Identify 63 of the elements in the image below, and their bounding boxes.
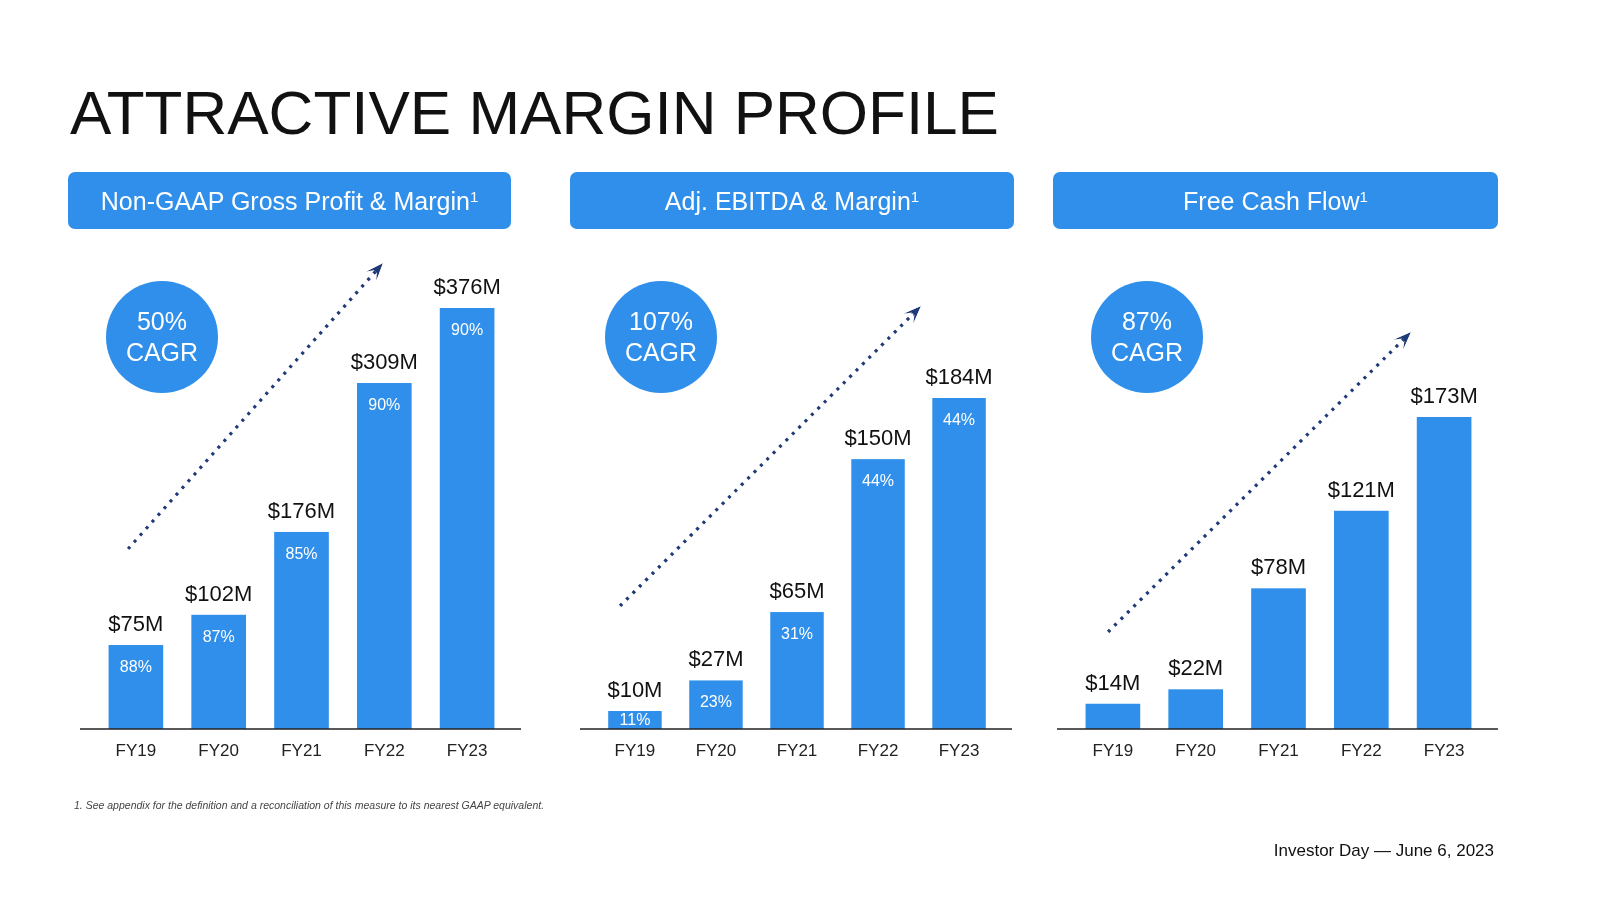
x-tick-label: FY23 <box>446 741 488 760</box>
annotation: 44% <box>862 472 895 490</box>
data-label: $184M <box>925 364 993 389</box>
text: 1. See appendix for the definition and a reconciliation of this measure to its nearest GAAP equivalent. <box>74 799 545 811</box>
data-label: $78M <box>1250 554 1307 580</box>
annotation: 85% <box>285 544 318 562</box>
data-label: $173M <box>1410 383 1478 408</box>
bar <box>1168 689 1224 729</box>
bar <box>439 308 495 729</box>
x-tick-label: FY21 <box>1258 741 1299 760</box>
data-label: $176M <box>267 497 336 523</box>
bar <box>1251 588 1306 729</box>
bar <box>851 459 905 729</box>
data-label: $309M <box>350 349 418 375</box>
bar <box>191 614 247 729</box>
bar <box>689 680 743 729</box>
bar <box>1333 510 1389 729</box>
text: Investor Day — June 6, 2023 <box>1273 841 1494 860</box>
data-label: $65M <box>769 578 825 604</box>
bar <box>1085 703 1141 729</box>
annotation: 11% <box>619 711 651 728</box>
annotation: 44% <box>943 411 976 428</box>
bar <box>770 612 824 729</box>
x-tick-label: FY22 <box>363 741 405 760</box>
bar <box>932 398 986 729</box>
annotation: 90% <box>368 396 401 414</box>
chart-title: Adj. EBITDA & Margin$^{1}$ <box>664 187 920 215</box>
text: 87% CAGR <box>1110 307 1184 366</box>
x-tick-label: FY23 <box>1423 741 1465 760</box>
x-tick-label: FY19 <box>614 741 656 760</box>
x-tick-label: FY21 <box>281 741 322 760</box>
x-tick-label: FY20 <box>695 741 737 760</box>
x-tick-label: FY21 <box>776 741 818 760</box>
annotation: 31% <box>780 625 814 643</box>
bar <box>108 645 164 729</box>
x-tick-label: FY20 <box>1175 741 1217 760</box>
x-tick-label: FY22 <box>1340 741 1382 760</box>
annotation: 90% <box>451 321 484 338</box>
chart-title: Non-GAAP Gross Profit & Margin$^{1}$ <box>100 187 479 215</box>
annotation: 87% <box>202 627 235 645</box>
data-label: $75M <box>108 611 164 637</box>
data-label: $27M <box>688 646 744 672</box>
data-label: $10M <box>607 677 663 703</box>
x-tick-label: FY20 <box>198 741 240 760</box>
data-label: $376M <box>433 274 501 299</box>
annotation: 50% CAGR <box>125 307 199 366</box>
data-label: $102M <box>185 580 253 606</box>
data-label: $121M <box>1327 476 1395 502</box>
data-label: $22M <box>1168 655 1224 681</box>
bar <box>356 383 412 729</box>
text: ATTRACTIVE MARGIN PROFILE <box>70 78 999 147</box>
x-tick-label: FY19 <box>1092 741 1134 760</box>
x-tick-label: FY23 <box>938 741 980 760</box>
text: 107% CAGR <box>624 307 698 366</box>
data-label: $150M <box>844 425 912 451</box>
bar <box>1416 417 1472 729</box>
x-tick-label: FY19 <box>115 741 157 760</box>
x-tick-label: FY22 <box>857 741 899 760</box>
data-label: $14M <box>1085 669 1141 695</box>
annotation: 23% <box>699 693 732 711</box>
annotation: 88% <box>119 658 152 676</box>
bar <box>274 531 329 729</box>
chart-title: Free Cash Flow$^{1}$ <box>1183 187 1368 215</box>
